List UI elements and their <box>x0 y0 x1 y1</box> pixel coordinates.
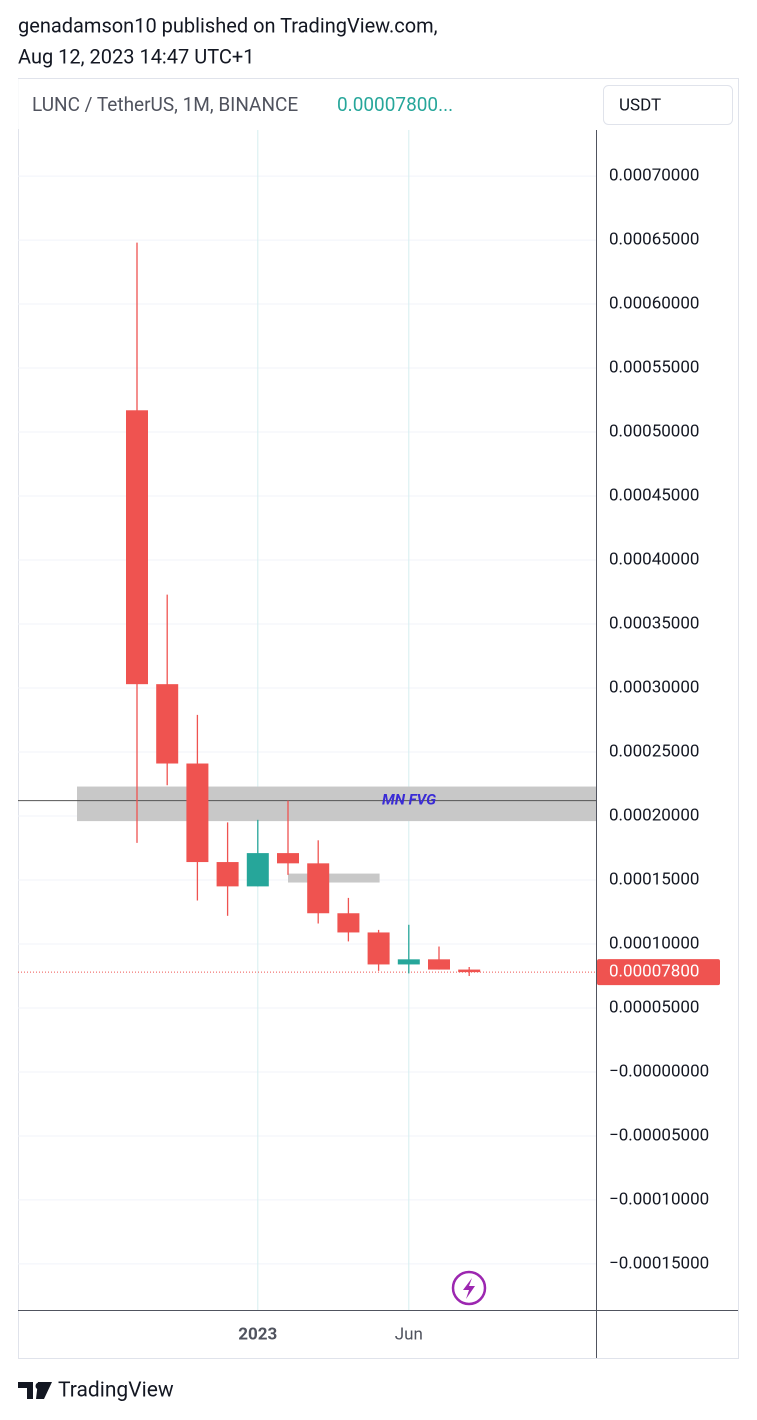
y-tick-label: −0.00010000 <box>609 1189 709 1209</box>
plot: MN FVG <box>18 130 596 1310</box>
candle-body <box>337 913 360 933</box>
y-tick-label: 0.00040000 <box>609 550 699 570</box>
candle-body <box>307 863 330 914</box>
y-tick-label: 0.00060000 <box>609 294 699 314</box>
chart-frame <box>18 78 739 1359</box>
candle-body <box>458 969 481 973</box>
header-bg <box>18 79 595 129</box>
y-tick-label: 0.00065000 <box>609 230 699 250</box>
currency[interactable]: USDT <box>619 95 661 115</box>
y-tick-label: 0.00055000 <box>609 358 699 378</box>
y-tick-label: 0.00010000 <box>609 933 699 953</box>
y-tick-label: 0.00045000 <box>609 486 699 506</box>
candle-body <box>156 684 179 764</box>
candle-body <box>126 410 148 685</box>
publisher: genadamson10 published on TradingView.co… <box>18 13 438 37</box>
y-tick-label: 0.00005000 <box>609 997 699 1017</box>
candle-body <box>216 862 239 887</box>
y-tick-label: −0.00015000 <box>609 1253 709 1273</box>
zone-label: MN FVG <box>382 791 436 809</box>
candle-body <box>367 932 390 965</box>
candle-body <box>277 853 299 864</box>
zone <box>77 786 596 822</box>
chart-title: LUNC / TetherUS, 1M, BINANCE <box>32 93 298 116</box>
timestamp: Aug 12, 2023 14:47 UTC+1 <box>18 44 254 68</box>
tv-logo <box>18 1382 52 1399</box>
currency-button[interactable] <box>603 85 733 125</box>
zone <box>288 873 380 883</box>
candle-body <box>246 853 269 887</box>
title-price: 0.00007800... <box>337 93 453 116</box>
y-tick-label: −0.00000000 <box>609 1061 709 1081</box>
candle-body <box>428 959 450 970</box>
y-tick-label: −0.00005000 <box>609 1125 709 1145</box>
y-tick-label: 0.00015000 <box>609 869 699 889</box>
x-tick-label: 2023 <box>238 1324 277 1344</box>
y-tick-label: 0.00035000 <box>609 613 699 633</box>
candle-body <box>186 763 209 863</box>
price-tag-label: 0.00007800 <box>609 962 699 982</box>
y-tick-label: 0.00050000 <box>609 422 699 442</box>
y-tick-label: 0.00025000 <box>609 741 699 761</box>
brand: TradingView <box>58 1379 174 1403</box>
candle-body <box>397 959 420 965</box>
y-tick-label: 0.00020000 <box>609 805 699 825</box>
x-tick-label: Jun <box>395 1324 423 1344</box>
price-tag <box>597 959 720 986</box>
lightning-icon[interactable] <box>451 1270 487 1306</box>
y-tick-label: 0.00070000 <box>609 166 699 186</box>
y-tick-label: 0.00030000 <box>609 677 699 697</box>
